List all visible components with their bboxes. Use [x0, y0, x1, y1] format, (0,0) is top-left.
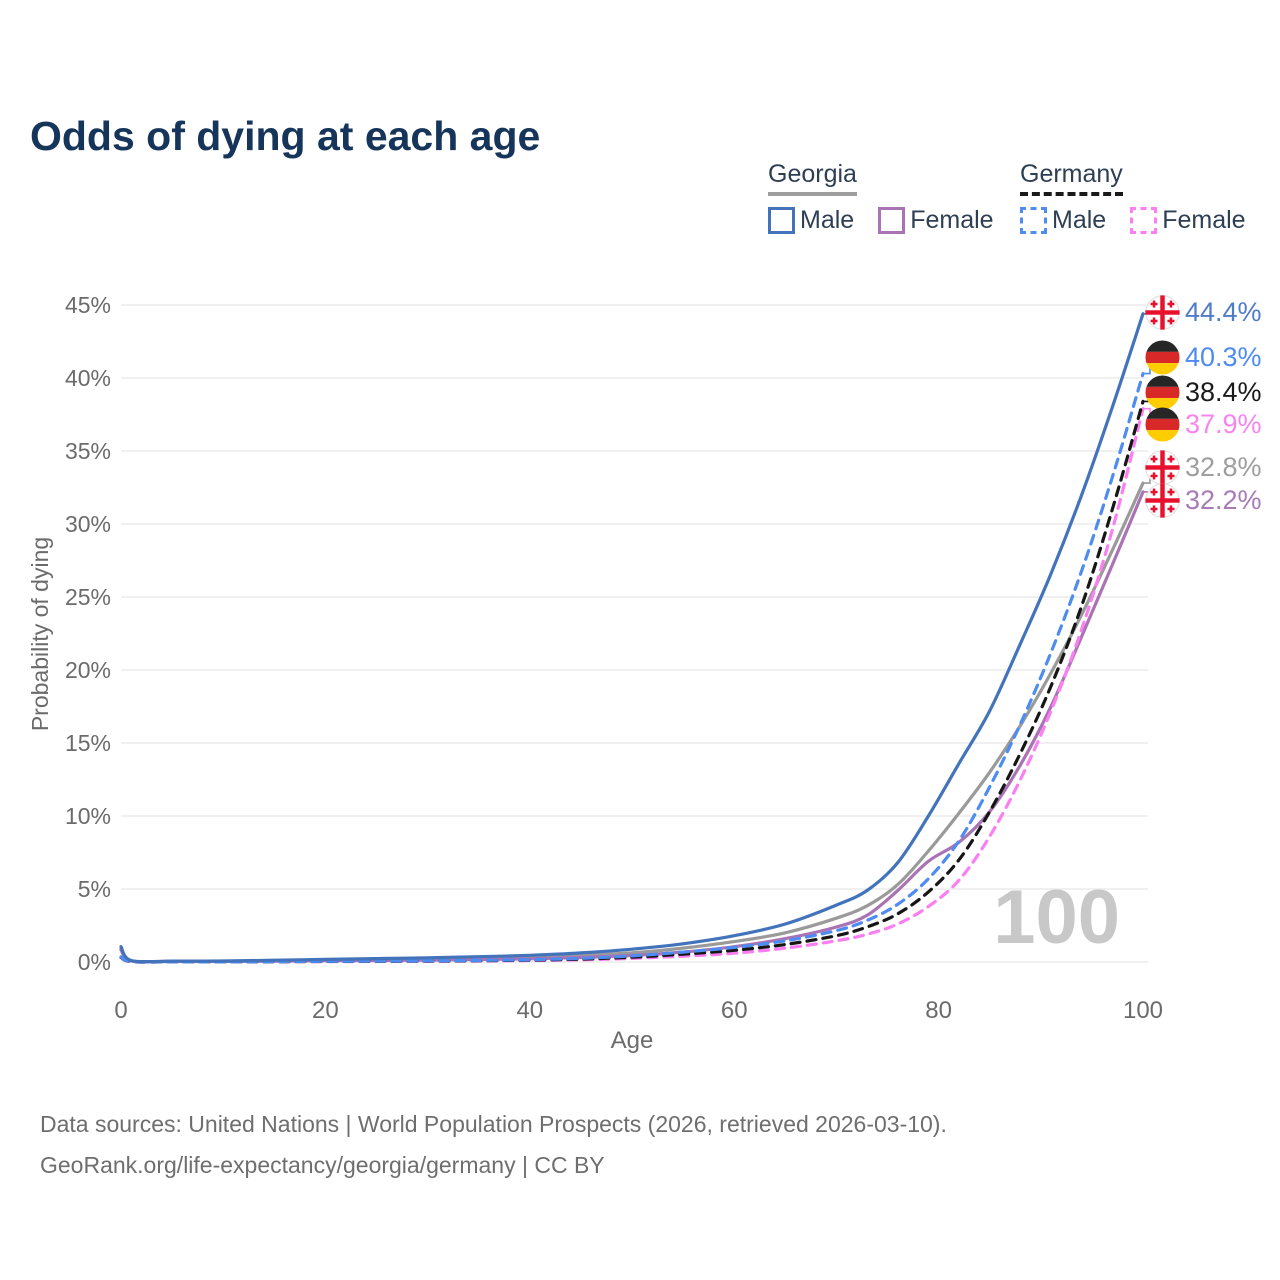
y-tick-label: 30%: [65, 511, 111, 537]
germany-flag-icon: [1145, 406, 1180, 442]
series-line-georgia-male: [119, 312, 1145, 964]
end-label-connector: [1144, 466, 1157, 484]
end-label-germany-male: 40.3%: [1145, 339, 1262, 375]
end-label-value: 38.4%: [1185, 376, 1262, 407]
end-label-value: 37.9%: [1185, 408, 1262, 439]
georgia-flag-icon: [1145, 294, 1180, 330]
footer-line-attribution: GeoRank.org/life-expectancy/georgia/germ…: [40, 1152, 605, 1178]
germany-flag-icon: [1145, 374, 1180, 410]
germany-male-swatch-icon: [1020, 207, 1047, 234]
legend-item-georgia-female[interactable]: Female: [878, 206, 994, 235]
y-tick-label: 40%: [65, 365, 111, 391]
series-line-germany-both: [119, 399, 1145, 964]
legend-item-germany-male[interactable]: Male: [1020, 206, 1106, 235]
x-tick-label: 60: [721, 997, 748, 1024]
end-label-connector: [1144, 407, 1157, 425]
series-line-georgia-both: [119, 481, 1145, 964]
georgia-flag-icon: [1145, 482, 1180, 518]
x-tick-label: 100: [1123, 997, 1163, 1024]
series-line-georgia-female: [119, 490, 1145, 964]
end-label-value: 32.2%: [1185, 484, 1262, 515]
data-source-footer: Data sources: United Nations | World Pop…: [40, 1104, 947, 1186]
end-label-germany-both: 38.4%: [1145, 374, 1262, 410]
end-label-connector: [1144, 311, 1157, 315]
y-tick-label: 35%: [65, 438, 111, 464]
georgia-female-swatch-icon: [878, 207, 906, 234]
georgia-male-swatch-icon: [768, 207, 795, 234]
age-watermark: 100: [993, 875, 1120, 960]
end-label-georgia-female: 32.2%: [1145, 482, 1262, 518]
series-line-germany-female: [119, 407, 1145, 964]
x-tick-label: 80: [925, 997, 952, 1024]
legend-item-germany-female[interactable]: Female: [1130, 206, 1246, 235]
end-label-georgia-male: 44.4%: [1145, 294, 1262, 330]
legend-item-label: Male: [1052, 206, 1107, 234]
x-tick-label: 0: [114, 997, 127, 1024]
end-label-connector: [1144, 391, 1157, 403]
end-label-value: 40.3%: [1185, 341, 1262, 372]
legend-group-georgia: Georgia Male Female: [768, 160, 994, 235]
y-tick-label: 25%: [65, 584, 111, 610]
y-tick-label: 10%: [65, 803, 111, 829]
georgia-flag-icon: [1145, 449, 1180, 485]
y-tick-label: 20%: [65, 657, 111, 683]
end-label-value: 32.8%: [1185, 451, 1262, 482]
legend-item-label: Male: [800, 206, 855, 234]
legend-item-label: Female: [910, 206, 994, 234]
y-tick-label: 5%: [78, 876, 111, 902]
x-tick-label: 20: [312, 997, 339, 1024]
germany-flag-icon: [1145, 339, 1180, 375]
series-line-germany-male: [119, 372, 1145, 964]
footer-line-sources: Data sources: United Nations | World Pop…: [40, 1111, 947, 1137]
legend-item-georgia-male[interactable]: Male: [768, 206, 854, 235]
germany-female-swatch-icon: [1130, 207, 1158, 234]
y-tick-label: 0%: [78, 949, 111, 975]
end-label-germany-female: 37.9%: [1145, 406, 1262, 442]
page-title: Odds of dying at each age: [30, 113, 541, 160]
legend-title-germany: Germany: [1020, 160, 1123, 196]
y-tick-label: 45%: [65, 292, 111, 318]
x-tick-label: 40: [516, 997, 543, 1024]
legend-item-label: Female: [1162, 206, 1246, 234]
end-label-value: 44.4%: [1185, 296, 1262, 327]
legend-group-germany: Germany Male Female: [1020, 160, 1246, 235]
y-axis-title: Probability of dying: [27, 537, 53, 731]
end-label-georgia-both: 32.8%: [1145, 449, 1262, 485]
end-label-connector: [1144, 491, 1157, 501]
end-label-connector: [1144, 356, 1157, 375]
x-axis-title: Age: [611, 1027, 654, 1054]
y-tick-label: 15%: [65, 730, 111, 756]
legend-title-georgia: Georgia: [768, 160, 857, 196]
